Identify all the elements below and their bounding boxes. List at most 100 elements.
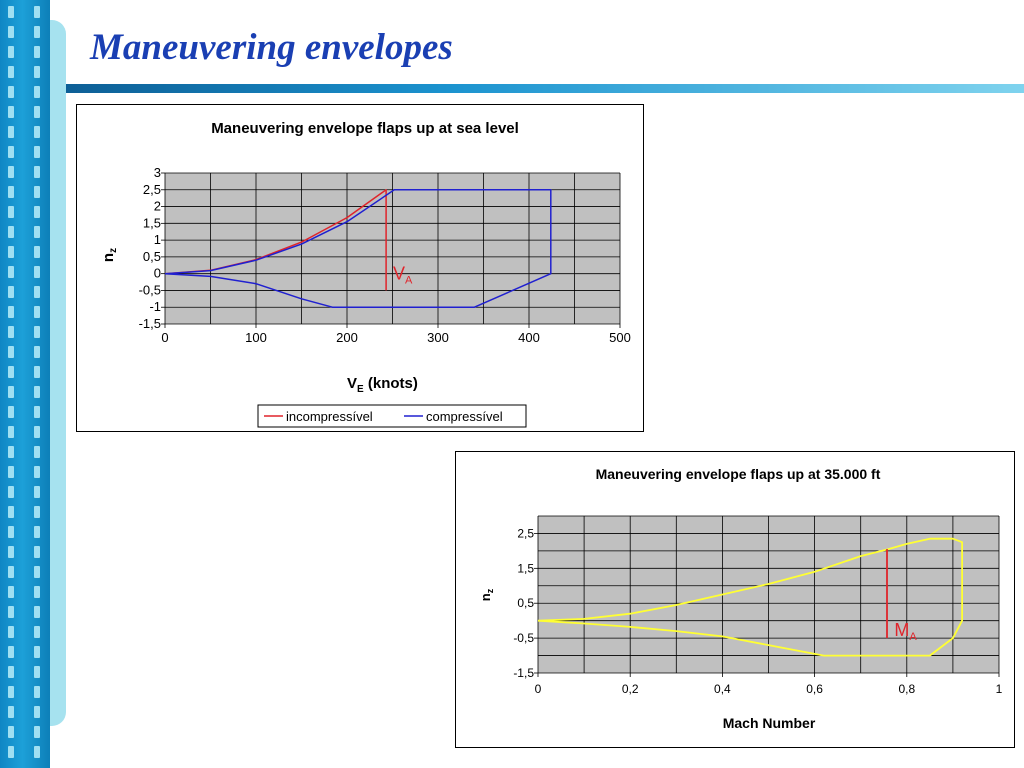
- decorative-wave: [50, 20, 66, 726]
- stripe-dash: [8, 86, 14, 98]
- stripe-dash: [34, 246, 40, 258]
- stripe-dash: [34, 226, 40, 238]
- stripe-dash: [34, 366, 40, 378]
- stripe-dash: [34, 266, 40, 278]
- stripe-dash: [34, 746, 40, 758]
- tick-labels: 2,5 1,5 0,5 -0,5 -1,50 0,2 0,4 0,6 0,8 1: [513, 526, 1002, 696]
- x-tick-label: 200: [336, 330, 358, 345]
- annotation: VA: [393, 264, 413, 287]
- stripe-dash: [34, 86, 40, 98]
- stripe-dash: [34, 286, 40, 298]
- y-tick-label: 2,5: [143, 182, 161, 197]
- legend-label-compressivel: compressível: [426, 409, 503, 424]
- stripe-dash: [8, 666, 14, 678]
- y-tick-label: 1: [154, 232, 161, 247]
- stripe-dash: [34, 526, 40, 538]
- series-lines: [164, 189, 552, 308]
- x-axis-label: VE (knots): [347, 375, 418, 395]
- stripe-dash: [8, 346, 14, 358]
- stripe-dash: [34, 666, 40, 678]
- stripe-dash: [34, 206, 40, 218]
- stripe-dash: [34, 146, 40, 158]
- legend-label-incompressivel: incompressível: [286, 409, 373, 424]
- stripe-dash: [34, 406, 40, 418]
- stripe-dash: [8, 326, 14, 338]
- stripe-dash: [34, 586, 40, 598]
- x-tick-label: 400: [518, 330, 540, 345]
- x-tick-label: 1: [996, 682, 1003, 696]
- gridlines: [537, 515, 1000, 674]
- stripe-dash: [8, 366, 14, 378]
- x-tick-label: 0,8: [898, 682, 915, 696]
- stripe-dash: [34, 646, 40, 658]
- stripe-dash: [8, 726, 14, 738]
- stripe-dash: [34, 426, 40, 438]
- x-tick-label: 0,2: [622, 682, 639, 696]
- stripe-dash: [8, 266, 14, 278]
- chart-35000ft: Maneuvering envelope flaps up at 35.000 …: [478, 466, 1003, 731]
- stripe-dash: [34, 46, 40, 58]
- annotation-label: VA: [393, 264, 413, 287]
- stripe-dash: [8, 46, 14, 58]
- stripe-dash: [34, 106, 40, 118]
- stripe-dash: [34, 386, 40, 398]
- stripe-dash: [8, 506, 14, 518]
- stripe-dash: [34, 66, 40, 78]
- stripe-dash: [8, 606, 14, 618]
- stripe-dash: [8, 166, 14, 178]
- y-tick-label: 0: [154, 266, 161, 281]
- x-tick-label: 100: [245, 330, 267, 345]
- y-axis-label: nz: [100, 248, 119, 262]
- y-tick-label: 2,5: [517, 526, 534, 540]
- tick-labels: 32,521,510,50-0,5-1-1,50 100 200 300 400 500: [139, 165, 631, 345]
- stripe-dash: [8, 646, 14, 658]
- chart-sea-level: Maneuvering envelope flaps up at sea lev…: [100, 120, 631, 428]
- stripe-dash: [34, 566, 40, 578]
- stripe-dash: [8, 546, 14, 558]
- stripe-dash: [34, 466, 40, 478]
- stripe-dash: [34, 486, 40, 498]
- stripe-dash: [8, 186, 14, 198]
- stripe-dash: [8, 6, 14, 18]
- y-tick-label: 3: [154, 165, 161, 180]
- y-tick-label: 0,5: [517, 596, 534, 610]
- stripe-dash: [34, 186, 40, 198]
- stripe-dash: [34, 166, 40, 178]
- annotation-label: MA: [894, 620, 917, 643]
- stripe-dash: [8, 226, 14, 238]
- stripe-dash: [8, 586, 14, 598]
- y-tick-label: 1,5: [517, 561, 534, 575]
- stripe-dash: [8, 486, 14, 498]
- x-tick-label: 300: [427, 330, 449, 345]
- y-tick-label: 0,5: [143, 249, 161, 264]
- stripe-dash: [34, 326, 40, 338]
- stripe-dash: [8, 386, 14, 398]
- stripe-dash: [8, 686, 14, 698]
- stripe-dash: [8, 566, 14, 578]
- stripe-dash: [8, 526, 14, 538]
- legend-box: [257, 404, 527, 428]
- y-tick-label: -1,5: [513, 666, 534, 680]
- stripe-dash: [8, 746, 14, 758]
- x-tick-label: 0: [161, 330, 168, 345]
- x-axis-label: Mach Number: [723, 715, 816, 731]
- stripe-dash: [8, 66, 14, 78]
- stripe-dash: [8, 106, 14, 118]
- stripe-dash: [34, 26, 40, 38]
- annotation: MA: [894, 620, 917, 643]
- gridlines: [164, 172, 621, 325]
- stripe-dash: [8, 246, 14, 258]
- stripe-dash: [8, 406, 14, 418]
- series-line-1: [537, 537, 964, 657]
- stripe-dash: [8, 286, 14, 298]
- stripe-dash: [34, 706, 40, 718]
- chart-title: Maneuvering envelope flaps up at sea lev…: [211, 120, 519, 137]
- y-tick-label: 1,5: [143, 215, 161, 230]
- x-tick-label: 500: [609, 330, 631, 345]
- y-tick-label: -1,5: [139, 316, 161, 331]
- stripe-dash: [34, 686, 40, 698]
- y-tick-label: -0,5: [139, 282, 161, 297]
- x-tick-label: 0,6: [806, 682, 823, 696]
- series-lines: [537, 537, 964, 657]
- stripe-dash: [8, 626, 14, 638]
